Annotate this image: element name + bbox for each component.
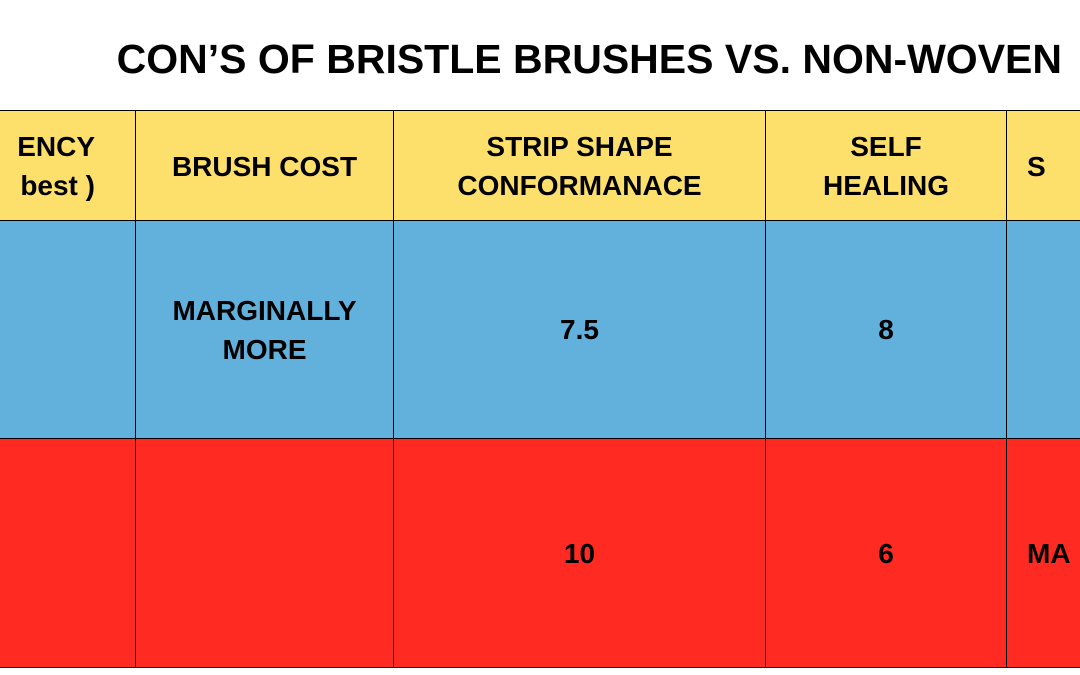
cell-text: STRIP SHAPE	[486, 131, 673, 162]
table-cell	[1006, 220, 1080, 439]
cell-text: S	[1027, 150, 1046, 182]
table-cell: 6	[765, 438, 1007, 668]
table-cell	[0, 220, 136, 439]
cell-text: CONFORMANACE	[457, 170, 702, 201]
table-cell: 10	[393, 438, 766, 668]
cell-text: ENCY	[17, 131, 95, 162]
title: CON’S OF BRISTLE BRUSHES VS. NON-WOVEN	[116, 36, 1062, 82]
header-cell: BRUSH COST	[135, 110, 394, 222]
table-cell	[135, 438, 394, 668]
table-cell: 7.5	[393, 220, 766, 439]
cell-text: HEALING	[823, 170, 949, 201]
table-cell: MA	[1006, 438, 1080, 668]
cell-text: SELF	[850, 131, 922, 162]
cell-text: 8	[878, 314, 894, 345]
table-cell: MARGINALLY MORE	[135, 220, 394, 439]
cell-text: 10	[563, 537, 596, 569]
cell-text: best )	[20, 170, 95, 201]
header-cell: S	[1006, 110, 1080, 222]
cell-text: BRUSH COST	[171, 150, 358, 182]
cell-text: 6	[878, 537, 894, 569]
header-cell: STRIP SHAPE CONFORMANACE	[393, 110, 766, 222]
cell-text: MA	[1027, 537, 1071, 569]
cell-text: 7.5	[560, 314, 599, 345]
header-cell: SELF HEALING	[765, 110, 1007, 222]
cell-text: MARGINALLY	[172, 294, 357, 326]
table-cell	[0, 438, 136, 668]
header-cell: ENCY best )	[0, 110, 136, 222]
cell-text: MORE	[222, 333, 307, 365]
table-cell: 8	[765, 220, 1007, 439]
